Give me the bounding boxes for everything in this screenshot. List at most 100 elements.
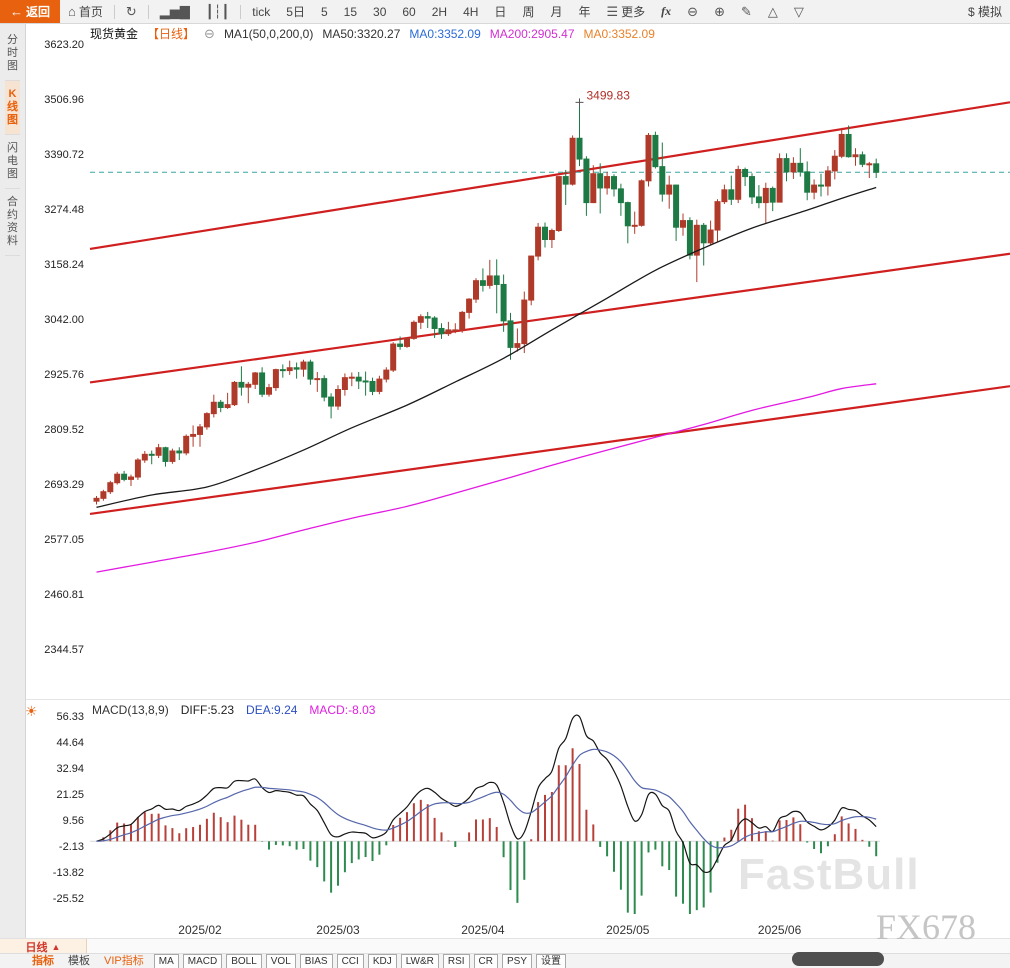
indicator-button-rsi[interactable]: RSI — [442, 954, 470, 968]
period-30m-button[interactable]: 30 — [365, 0, 394, 23]
period-5m-button[interactable]: 5 — [313, 0, 336, 23]
zoom-in-icon: ⊕ — [714, 3, 725, 19]
period-60m-button-label: 60 — [402, 4, 416, 19]
chart-header: 现货黄金 【日线】 ⊖ MA1(50,0,200,0) MA50:3320.27 M… — [90, 25, 664, 42]
indicator-button-vol[interactable]: VOL — [265, 954, 296, 968]
home-button[interactable]: ⌂ 首页 — [60, 0, 111, 23]
period-year-button-label: 年 — [578, 5, 591, 19]
period-month-button[interactable]: 月 — [542, 0, 570, 23]
macd-y-axis-label: 21.25 — [56, 789, 84, 801]
home-button-label: 首页 — [78, 5, 103, 19]
sidebar-item-time-chart[interactable]: 分时图 — [5, 27, 20, 81]
indicator-settings-button[interactable]: 设置 — [536, 954, 567, 968]
indicator-button-psy[interactable]: PSY — [502, 954, 533, 968]
tab-indicators[interactable]: 指标 — [26, 954, 60, 968]
trendline-group[interactable] — [89, 101, 1010, 516]
macd-title: MACD(13,8,9) — [92, 703, 169, 717]
triangle-up-icon: ▲ — [51, 941, 61, 952]
high-annotation: 3499.83 — [587, 88, 631, 102]
collapse-pane-icon[interactable]: ⊖ — [204, 25, 215, 41]
macd-value-label: MACD:-8.03 — [309, 703, 376, 717]
more-button[interactable]: ☰ 更多 — [598, 0, 653, 23]
y-axis-label: 3506.96 — [44, 94, 84, 106]
indicator-button-bias[interactable]: BIAS — [299, 954, 333, 968]
top-toolbar: ← 返回 ⌂ 首页 ↻ ▂▅▇ ┃┆┃ tick 5日 5 15 30 60 2H 4H 日周月年 ☰ 更多 fx ⊖… — [0, 0, 1010, 24]
period-selector-label: 日线 — [25, 941, 48, 954]
period-5m-button-label: 5 — [320, 4, 328, 19]
y-axis-label: 2925.76 — [44, 369, 84, 381]
triangle-up-tool-icon: △ — [767, 3, 778, 19]
macd-value-label: DEA:9.24 — [246, 703, 298, 717]
fx-indicator-button[interactable]: fx — [653, 0, 679, 23]
sidebar-item-kline-chart[interactable]: K线图 — [5, 81, 20, 135]
x-axis-label: 2025/02 — [178, 923, 222, 937]
period-5d-button[interactable]: 5日 — [278, 0, 313, 23]
toolbar-separator — [113, 4, 115, 19]
ma50-line — [96, 186, 877, 508]
bar-chart-icon: ▂▅▇ — [159, 3, 190, 19]
period-tick-button-label: tick — [252, 4, 271, 19]
sidebar-item-lightning-chart[interactable]: 闪电图 — [5, 135, 20, 189]
shape-down-tool-button[interactable]: ▽ — [786, 0, 812, 23]
macd-header: MACD(13,8,9) DIFF:5.23 DEA:9.24 MACD:-8.03 — [92, 703, 387, 717]
indicator-buttons: MA MACD BOLL VOL BIAS CCI KDJ LW&R RSI CR PSY — [153, 954, 533, 968]
period-2h-button[interactable]: 2H — [424, 0, 455, 23]
trendline — [89, 385, 1010, 516]
pencil-icon: ✎ — [740, 3, 752, 19]
indicator-button-boll[interactable]: BOLL — [226, 954, 262, 968]
ma-value-label: MA0:3352.09 — [583, 26, 655, 41]
period-4h-button-label: 4H — [463, 4, 479, 19]
fx-indicator-button-label: fx — [661, 4, 672, 18]
period-selector-tab[interactable]: 日线 ▲ — [0, 939, 87, 954]
period-year-button[interactable]: 年 — [570, 0, 598, 23]
macd-y-axis-label: 56.33 — [56, 711, 84, 723]
indicator-button-cr[interactable]: CR — [473, 954, 498, 968]
tab-templates[interactable]: 模板 — [68, 954, 90, 967]
indicator-button-cci[interactable]: CCI — [336, 954, 364, 968]
x-axis-label: 2025/06 — [758, 923, 802, 937]
trendline — [89, 252, 1010, 384]
period-day-button[interactable]: 日 — [486, 0, 514, 23]
bottom-period-bar: 日线 ▲ — [0, 938, 1010, 954]
demo-account-button[interactable]: $ 模拟 — [960, 0, 1010, 23]
candles — [93, 102, 880, 505]
period-60m-button[interactable]: 60 — [394, 0, 423, 23]
period-week-button[interactable]: 周 — [514, 0, 542, 23]
tab-vip-indicators[interactable]: VIP指标 — [104, 954, 144, 967]
draw-tool-button[interactable]: ✎ — [733, 0, 760, 23]
back-button[interactable]: ← 返回 — [0, 0, 61, 23]
indicator-button-kdj[interactable]: KDJ — [367, 954, 397, 968]
macd-y-axis-label: -2.13 — [59, 841, 84, 853]
indicator-button-lwr[interactable]: LW&R — [400, 954, 439, 968]
refresh-button[interactable]: ↻ — [118, 0, 145, 23]
shape-up-tool-button[interactable]: △ — [760, 0, 786, 23]
period-tick-button[interactable]: tick — [244, 0, 278, 23]
demo-account-button-label: $ 模拟 — [967, 5, 1002, 19]
candle-chart-type-button[interactable]: ┃┆┃ — [198, 0, 237, 23]
indicator-button-macd[interactable]: MACD — [182, 954, 223, 968]
axis-labels: 3623.20 3506.96 3390.72 3274.48 3158.24 3042.… — [44, 39, 801, 937]
zoom-in-button[interactable]: ⊕ — [706, 0, 733, 23]
sidebar-item-contract-info[interactable]: 合约资料 — [5, 189, 20, 256]
indicator-settings-icon[interactable]: ☀ — [25, 703, 38, 719]
bottom-indicator-bar: 指标 模板 VIP指标 MA MACD BOLL VOL BIAS CCI KDJ LW&R RSI… — [0, 953, 1010, 968]
macd-value-label: DIFF:5.23 — [180, 703, 235, 717]
zoom-out-button[interactable]: ⊖ — [679, 0, 706, 23]
toolbar-separator — [147, 4, 149, 19]
indicator-button-ma[interactable]: MA — [153, 954, 179, 968]
zoom-out-icon: ⊖ — [687, 3, 699, 19]
bar-chart-type-button[interactable]: ▂▅▇ — [152, 0, 198, 23]
dea-line — [96, 748, 877, 849]
ma-settings-label: MA1(50,0,200,0) — [223, 26, 314, 41]
ma-value-label: MA50:3320.27 — [322, 26, 401, 41]
y-axis-label: 3623.20 — [44, 39, 84, 51]
horizontal-scrollbar-thumb[interactable] — [792, 952, 884, 966]
period-15m-button[interactable]: 15 — [336, 0, 365, 23]
symbol-period-label: 【日线】 — [147, 27, 196, 41]
more-button-label: 更多 — [621, 5, 646, 19]
x-axis-label: 2025/04 — [461, 923, 505, 937]
y-axis-label: 2693.29 — [44, 479, 84, 491]
period-5d-button-label: 5日 — [286, 5, 305, 19]
period-4h-button[interactable]: 4H — [455, 0, 486, 23]
